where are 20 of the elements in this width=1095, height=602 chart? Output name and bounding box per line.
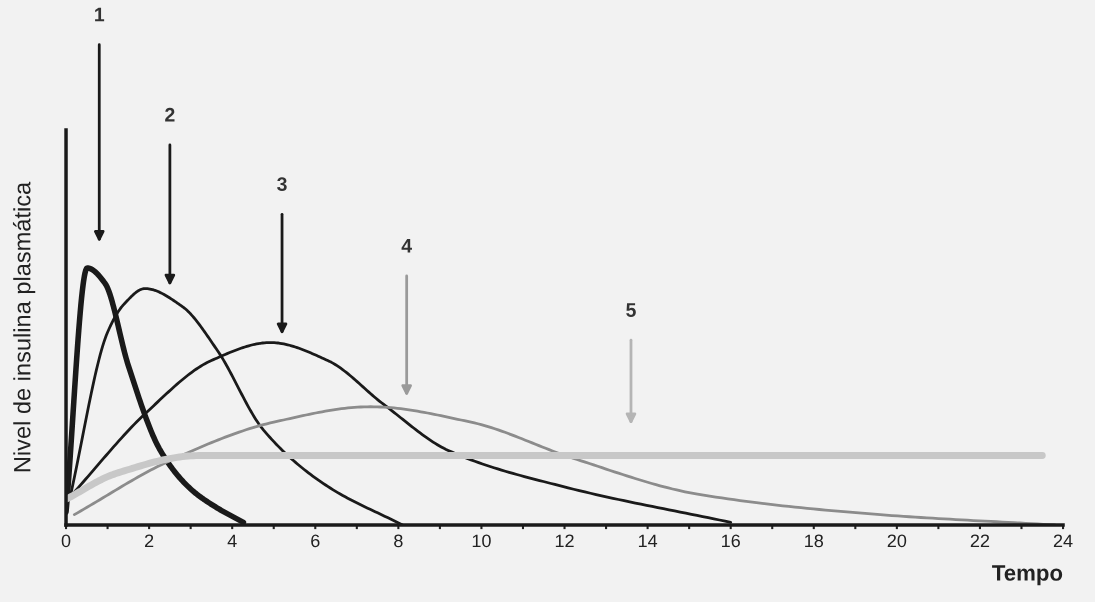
x-tick-label: 16 (722, 534, 740, 548)
x-tick-label: 6 (311, 534, 320, 548)
x-tick-label: 12 (555, 534, 574, 548)
x-tick-label: 22 (970, 534, 990, 548)
text: 4 (401, 239, 412, 253)
text: 3 (277, 177, 287, 192)
y-axis-title: Nivel de insulina plasmática (12, 181, 36, 472)
x-tick-label: 18 (805, 534, 824, 548)
x-axis-title: Tempo (992, 565, 1063, 586)
x-tick-label: 24 (1053, 534, 1073, 548)
x-tick-label: 14 (638, 534, 658, 548)
text: 1 (95, 7, 105, 22)
x-tick-label: 8 (394, 534, 403, 548)
text: 2 (165, 107, 175, 122)
x-tick-label: 0 (61, 534, 71, 548)
x-tick-label: 20 (887, 534, 907, 548)
x-tick-label: 4 (227, 534, 237, 548)
x-tick-label: 2 (145, 534, 154, 548)
annotation: 5 (626, 303, 636, 317)
x-tick-label: 10 (472, 534, 491, 548)
